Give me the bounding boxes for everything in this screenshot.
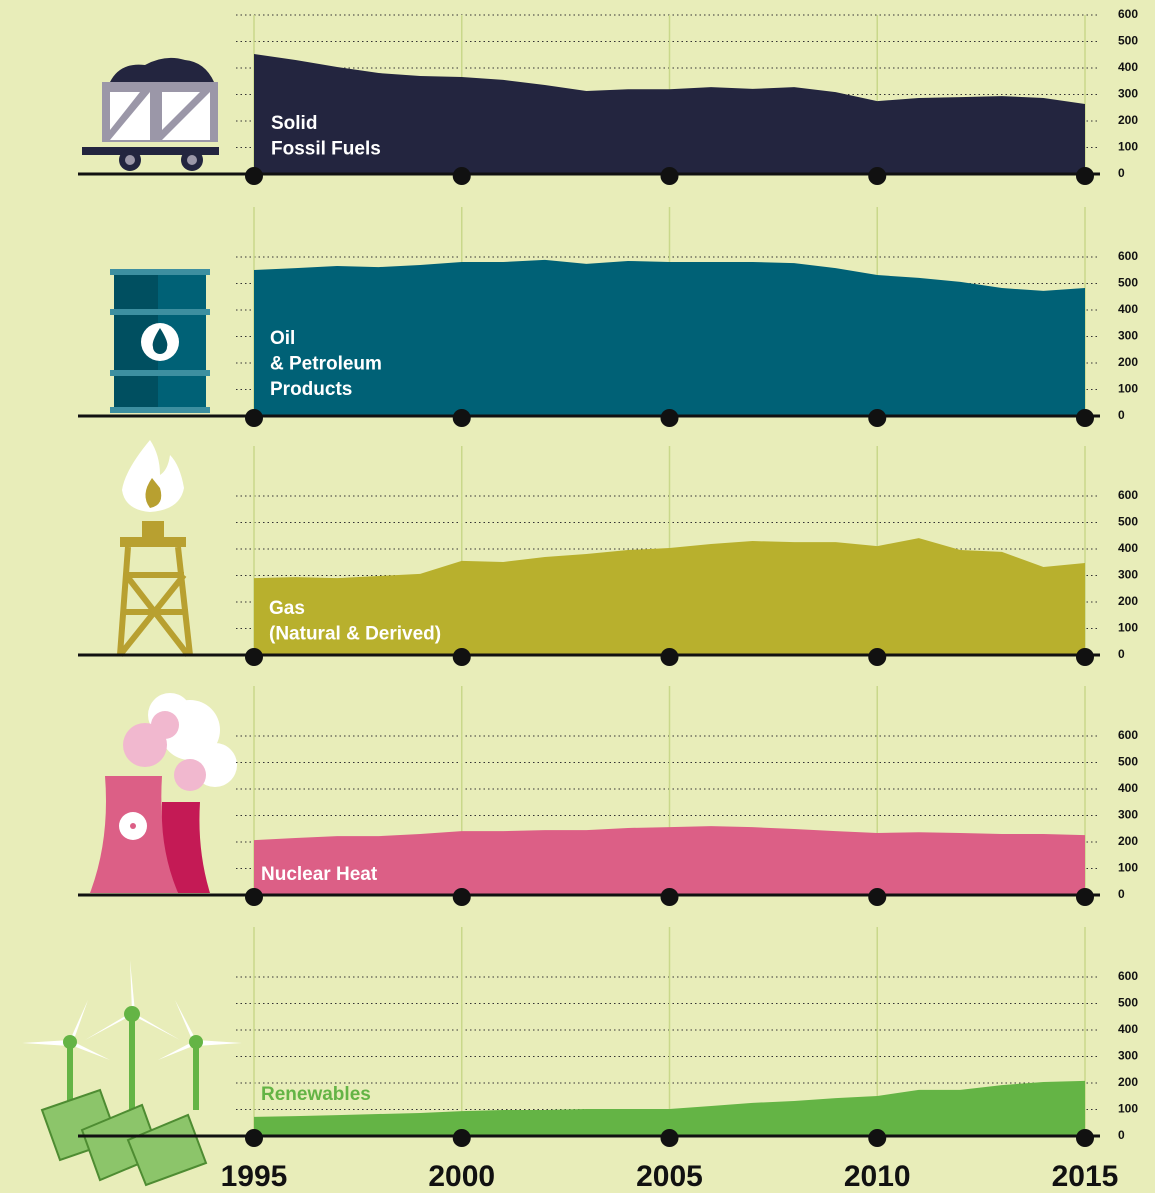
- oil-barrel-icon: [110, 269, 210, 413]
- x-tick-dot: [1076, 648, 1094, 666]
- x-tick-dot: [868, 409, 886, 427]
- x-tick-dot: [1076, 409, 1094, 427]
- x-tick-label: 2010: [844, 1160, 911, 1193]
- x-tick-dot: [245, 167, 263, 185]
- y-tick-label: 300: [1118, 329, 1138, 343]
- y-tick-label: 300: [1118, 1049, 1138, 1063]
- y-tick-label: 600: [1118, 249, 1138, 263]
- x-tick-dot: [453, 167, 471, 185]
- series-label: & Petroleum: [270, 354, 382, 375]
- y-tick-label: 0: [1118, 408, 1125, 422]
- y-tick-label: 600: [1118, 488, 1138, 502]
- y-tick-label: 200: [1118, 834, 1138, 848]
- gas-rig-icon: [120, 440, 190, 655]
- y-tick-label: 300: [1118, 87, 1138, 101]
- renewables-icon: [22, 960, 242, 1185]
- x-tick-dot: [1076, 1129, 1094, 1147]
- y-tick-label: 100: [1118, 140, 1138, 154]
- y-tick-label: 600: [1118, 728, 1138, 742]
- x-tick-dot: [661, 167, 679, 185]
- x-tick-dot: [1076, 888, 1094, 906]
- page: {"chart_data": [ {"type": "area", "label…: [0, 0, 1155, 1193]
- y-tick-label: 0: [1118, 1128, 1125, 1142]
- x-tick-dot: [245, 888, 263, 906]
- y-tick-label: 600: [1118, 7, 1138, 21]
- y-tick-label: 500: [1118, 34, 1138, 48]
- y-tick-label: 400: [1118, 60, 1138, 74]
- y-tick-label: 300: [1118, 808, 1138, 822]
- x-tick-dot: [868, 167, 886, 185]
- x-tick-dot: [1076, 167, 1094, 185]
- series-label: (Natural & Derived): [269, 624, 441, 645]
- y-tick-label: 200: [1118, 113, 1138, 127]
- area: [254, 826, 1085, 895]
- y-tick-label: 100: [1118, 1102, 1138, 1116]
- x-tick-dot: [453, 888, 471, 906]
- y-tick-label: 0: [1118, 887, 1125, 901]
- y-tick-label: 400: [1118, 781, 1138, 795]
- series-label: Nuclear Heat: [261, 864, 378, 885]
- y-tick-label: 400: [1118, 302, 1138, 316]
- y-tick-label: 200: [1118, 355, 1138, 369]
- x-tick-dot: [661, 409, 679, 427]
- x-tick-label: 1995: [221, 1160, 288, 1193]
- x-tick-dot: [661, 648, 679, 666]
- x-tick-label: 2005: [636, 1160, 703, 1193]
- series-label: Solid: [271, 113, 317, 134]
- y-tick-label: 100: [1118, 861, 1138, 875]
- y-tick-label: 200: [1118, 1075, 1138, 1089]
- chart: 0 100 200 300 400 500 600 Solid Fossil Fuels 0 100…: [0, 0, 1155, 1193]
- series-label: Products: [270, 379, 352, 400]
- y-tick-label: 500: [1118, 276, 1138, 290]
- x-tick-dot: [868, 888, 886, 906]
- y-tick-label: 500: [1118, 996, 1138, 1010]
- x-tick-dot: [245, 409, 263, 427]
- y-tick-label: 600: [1118, 969, 1138, 983]
- y-tick-label: 500: [1118, 755, 1138, 769]
- x-tick-label: 2015: [1052, 1160, 1119, 1193]
- x-tick-dot: [868, 648, 886, 666]
- y-tick-label: 300: [1118, 568, 1138, 582]
- series-label: Oil: [270, 328, 295, 349]
- series-label: Renewables: [261, 1084, 371, 1105]
- area: [254, 260, 1085, 416]
- x-tick-dot: [245, 648, 263, 666]
- x-tick-label: 2000: [428, 1160, 495, 1193]
- series-label: Gas: [269, 598, 305, 619]
- coal-cart-icon: [82, 58, 219, 171]
- y-tick-label: 400: [1118, 541, 1138, 555]
- y-tick-label: 100: [1118, 621, 1138, 635]
- y-tick-label: 100: [1118, 382, 1138, 396]
- nuclear-plant-icon: [90, 693, 237, 893]
- y-tick-label: 0: [1118, 166, 1125, 180]
- x-tick-dot: [661, 888, 679, 906]
- x-tick-dot: [453, 1129, 471, 1147]
- series-label: Fossil Fuels: [271, 139, 381, 160]
- x-tick-dot: [453, 409, 471, 427]
- y-tick-label: 500: [1118, 515, 1138, 529]
- y-tick-label: 0: [1118, 647, 1125, 661]
- x-tick-dot: [661, 1129, 679, 1147]
- y-tick-label: 200: [1118, 594, 1138, 608]
- x-tick-dot: [453, 648, 471, 666]
- y-tick-label: 400: [1118, 1022, 1138, 1036]
- x-tick-dot: [245, 1129, 263, 1147]
- x-tick-dot: [868, 1129, 886, 1147]
